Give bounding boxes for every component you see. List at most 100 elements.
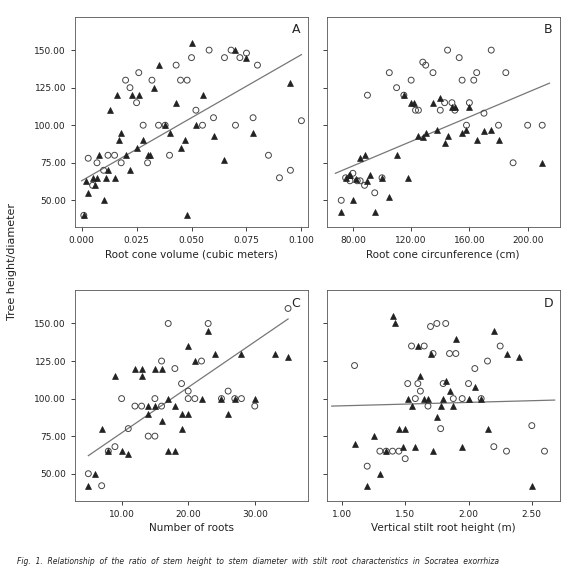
Point: [418, 133, 428, 142]
Point: [429, 349, 438, 358]
Point: [489, 327, 499, 336]
Point: [414, 106, 423, 115]
Point: [363, 176, 372, 185]
Point: [375, 469, 384, 478]
Point: [479, 127, 489, 136]
Point: [502, 349, 511, 358]
Point: [436, 94, 445, 103]
Point: [97, 481, 106, 490]
Point: [112, 90, 121, 100]
Point: [165, 128, 174, 137]
Text: D: D: [544, 297, 553, 310]
Point: [362, 461, 372, 471]
Point: [183, 394, 193, 403]
Point: [227, 46, 236, 55]
Point: [88, 173, 97, 182]
Point: [79, 211, 88, 220]
Point: [132, 98, 141, 107]
X-axis label: Number of roots: Number of roots: [149, 523, 234, 533]
Point: [527, 421, 537, 430]
Point: [171, 60, 181, 69]
Point: [283, 304, 293, 313]
Point: [144, 409, 153, 418]
Point: [138, 135, 148, 145]
Point: [217, 394, 226, 403]
Point: [439, 394, 448, 403]
Point: [436, 106, 445, 115]
Point: [104, 447, 113, 456]
Point: [110, 442, 119, 451]
Point: [275, 173, 284, 182]
Point: [398, 442, 407, 451]
Point: [458, 128, 467, 137]
Point: [117, 394, 126, 403]
Point: [407, 98, 416, 107]
Point: [413, 341, 422, 351]
X-axis label: Vertical stilt root height (m): Vertical stilt root height (m): [371, 523, 515, 533]
Point: [197, 394, 206, 403]
Point: [220, 155, 229, 164]
Point: [411, 442, 420, 451]
Point: [494, 121, 503, 130]
Point: [177, 409, 186, 418]
Point: [381, 447, 391, 456]
Point: [99, 166, 108, 175]
Point: [249, 128, 258, 137]
Point: [440, 98, 449, 107]
Point: [413, 379, 422, 388]
Point: [375, 447, 384, 456]
Point: [450, 102, 459, 112]
Point: [183, 341, 193, 351]
Point: [187, 53, 196, 62]
Point: [157, 364, 166, 373]
Point: [134, 68, 143, 77]
Point: [392, 83, 401, 92]
Point: [538, 121, 547, 130]
Text: A: A: [292, 23, 300, 36]
Point: [418, 57, 428, 67]
Point: [426, 322, 435, 331]
Point: [117, 128, 126, 137]
Point: [160, 121, 170, 130]
Point: [187, 38, 196, 47]
Point: [99, 196, 108, 205]
Point: [101, 173, 110, 182]
Point: [149, 83, 159, 92]
Point: [171, 98, 181, 107]
Point: [92, 173, 102, 182]
Point: [84, 188, 93, 197]
Point: [421, 60, 430, 69]
Point: [441, 376, 450, 385]
Point: [445, 349, 454, 358]
Point: [462, 121, 471, 130]
Point: [349, 169, 358, 178]
Point: [410, 98, 419, 107]
Point: [432, 319, 441, 328]
Point: [540, 447, 549, 456]
Point: [403, 379, 413, 388]
Point: [350, 361, 359, 370]
Point: [95, 151, 104, 160]
Point: [92, 158, 102, 167]
Point: [385, 68, 394, 77]
Point: [527, 481, 537, 490]
Point: [346, 170, 355, 179]
Point: [91, 469, 100, 478]
Point: [483, 424, 492, 433]
Point: [286, 79, 295, 88]
Point: [237, 349, 246, 358]
Point: [125, 166, 134, 175]
Point: [407, 76, 416, 85]
Point: [538, 158, 547, 167]
Point: [428, 98, 437, 107]
Point: [104, 447, 113, 456]
Point: [399, 90, 409, 100]
Point: [176, 76, 185, 85]
Point: [125, 83, 134, 92]
Point: [157, 417, 166, 426]
Point: [447, 102, 456, 112]
Point: [242, 53, 251, 62]
Point: [264, 151, 273, 160]
Point: [84, 154, 93, 163]
Point: [223, 386, 233, 395]
